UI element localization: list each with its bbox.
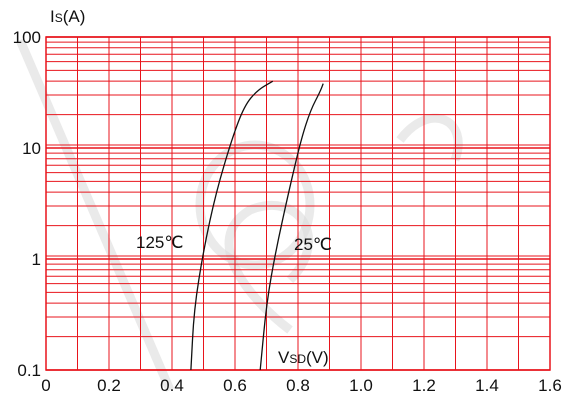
curve-label-25c: 25℃ bbox=[294, 235, 332, 254]
x-tick-label: 0.2 bbox=[97, 376, 121, 394]
y-tick-label: 0.1 bbox=[17, 361, 41, 380]
x-tick-label: 0 bbox=[41, 376, 50, 394]
x-tick-label: 0.4 bbox=[160, 376, 184, 394]
x-tick-label: 1.4 bbox=[475, 376, 499, 394]
x-tick-label: 0.6 bbox=[223, 376, 247, 394]
curve-label-125c: 125℃ bbox=[136, 233, 183, 252]
y-tick-label: 100 bbox=[13, 28, 41, 47]
x-tick-label: 1.6 bbox=[538, 376, 562, 394]
x-tick-label: 0.8 bbox=[286, 376, 310, 394]
y-tick-label: 1 bbox=[32, 250, 41, 269]
major-gridlines bbox=[46, 37, 550, 370]
x-axis-label: VSD(V) bbox=[278, 348, 329, 367]
x-tick-label: 1.2 bbox=[412, 376, 436, 394]
y-axis-label: IS(A) bbox=[50, 7, 85, 26]
x-tick-label: 1.0 bbox=[349, 376, 373, 394]
y-tick-label: 10 bbox=[22, 139, 41, 158]
